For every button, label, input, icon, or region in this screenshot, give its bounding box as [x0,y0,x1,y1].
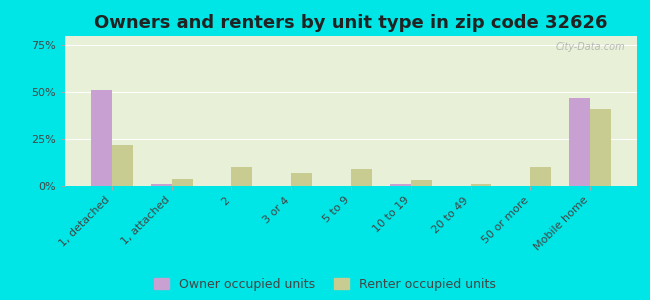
Bar [590,109,611,186]
Bar [411,180,432,186]
Legend: Owner occupied units, Renter occupied units: Owner occupied units, Renter occupied un… [154,278,496,291]
Bar [471,184,491,186]
Bar [530,167,551,186]
Text: City-Data.com: City-Data.com [556,42,625,52]
Bar [231,167,252,186]
Bar [569,98,590,186]
Bar [112,145,133,186]
Bar [172,178,192,186]
Bar [151,184,172,186]
Title: Owners and renters by unit type in zip code 32626: Owners and renters by unit type in zip c… [94,14,608,32]
Bar [291,173,312,186]
Bar [351,169,372,186]
Bar [91,90,112,186]
Bar [390,184,411,186]
